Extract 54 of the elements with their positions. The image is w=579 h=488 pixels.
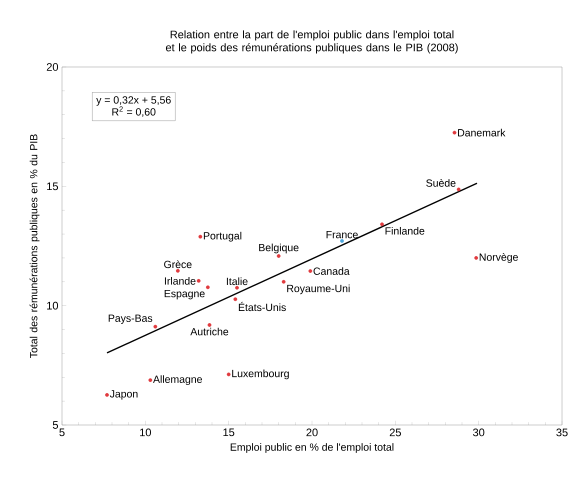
- point: [340, 239, 344, 243]
- annotation: Allemagne: [153, 375, 202, 386]
- annotation: Pays-Bas: [108, 314, 152, 324]
- point: [208, 323, 212, 327]
- annotation: Irlande: [164, 277, 196, 285]
- annotation: y = 0,32x + 5,56: [96, 96, 171, 106]
- point: [148, 378, 152, 382]
- point: [226, 372, 231, 376]
- point: [206, 285, 210, 290]
- x-tick-label: 35: [556, 428, 568, 436]
- annotation: Finlande: [386, 226, 424, 235]
- annotation: Belgique: [259, 244, 299, 254]
- annotation: Grèce: [164, 260, 192, 268]
- x-tick-label: 30: [473, 428, 484, 436]
- point: [380, 222, 384, 226]
- point: [235, 286, 239, 290]
- point: [282, 280, 286, 284]
- point: [105, 393, 109, 397]
- point: [452, 130, 456, 135]
- point: [153, 324, 158, 329]
- annotation: Norvège: [480, 252, 518, 263]
- x-axis-title: Emploi public en % de l'emploi total: [230, 443, 394, 453]
- annotation: Royaume-Uni: [287, 284, 350, 294]
- point: [233, 297, 238, 302]
- annotation: Luxembourg: [232, 370, 289, 380]
- y-axis-title: Total des rémunérations publiques en % du PIB: [30, 134, 40, 358]
- annotation: Italie: [226, 277, 248, 286]
- x-tick-label: 15: [223, 428, 234, 436]
- x-tick-label: 20: [306, 428, 318, 436]
- y-tick-label: 15: [47, 182, 58, 190]
- annotation: R$^{2}$ = 0,60: [112, 106, 156, 117]
- point: [456, 188, 461, 192]
- point: [196, 278, 201, 283]
- point: [308, 269, 312, 273]
- annotation: Suède: [426, 178, 456, 187]
- annotation: Autriche: [190, 328, 228, 336]
- chart-title: Relation entre la part de l'emploi public dans l'emploi total et le poids des rémunérations publiques dans le PIB (2008): [166, 30, 458, 54]
- point: [176, 268, 180, 273]
- y-tick-label: 5: [52, 421, 58, 429]
- annotation: France: [326, 231, 358, 238]
- y-tick-label: 10: [47, 302, 58, 310]
- annotation: États-Unis: [238, 302, 286, 312]
- x-tick-label: 10: [140, 428, 151, 436]
- point: [198, 234, 202, 239]
- x-tick-label: 25: [390, 428, 401, 436]
- y-tick-label: 20: [46, 63, 58, 71]
- annotation: Japon: [110, 390, 138, 400]
- annotation: Danemark: [458, 128, 506, 136]
- point: [474, 256, 478, 260]
- point: [276, 254, 281, 258]
- annotation: Portugal: [204, 232, 242, 242]
- annotation: Canada: [314, 267, 350, 275]
- annotation: Espagne: [164, 290, 205, 300]
- x-tick-label: 5: [59, 428, 65, 436]
